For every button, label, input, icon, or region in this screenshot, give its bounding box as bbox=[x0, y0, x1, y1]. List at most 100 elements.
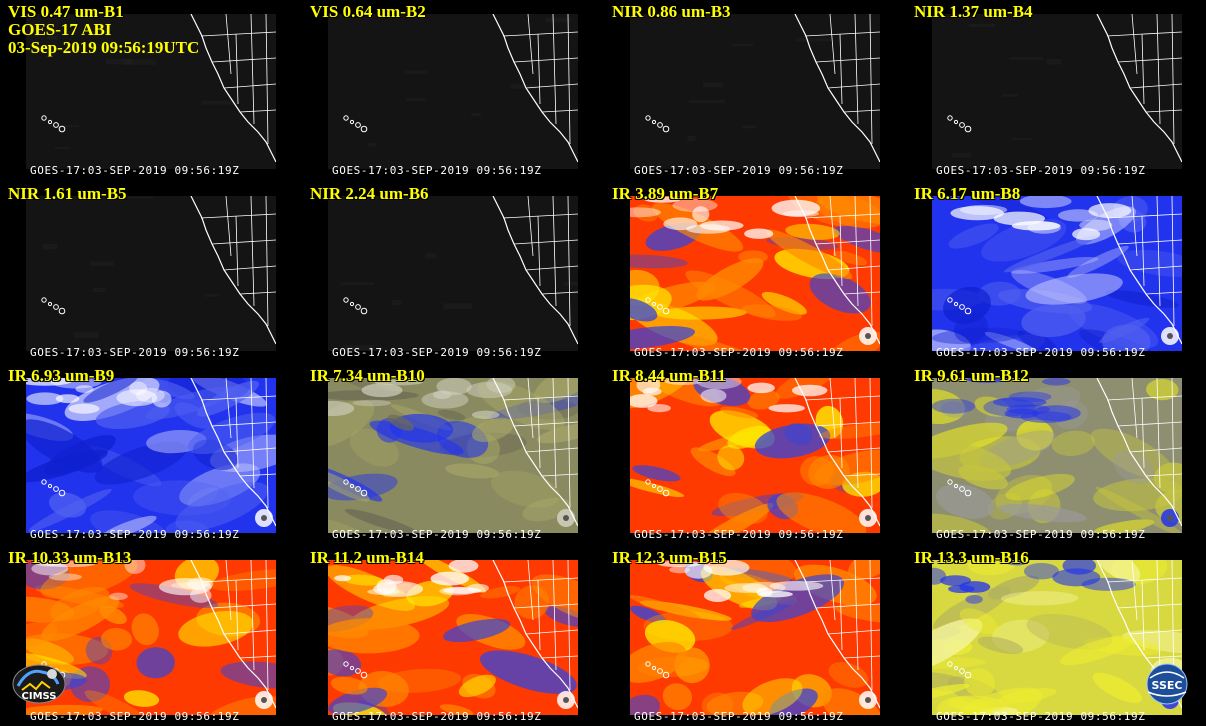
coastline bbox=[492, 378, 578, 527]
storm-eye bbox=[1167, 333, 1173, 339]
state-boundary bbox=[1117, 603, 1182, 609]
island-outline bbox=[355, 304, 361, 310]
cloud-feature bbox=[43, 560, 96, 568]
cloud-feature bbox=[769, 688, 818, 715]
panel-title: IR 6.93 um-B9 bbox=[8, 366, 115, 385]
panel-timestamp: GOES-17:03-SEP-2019 09:56:19Z bbox=[30, 710, 240, 723]
state-boundary bbox=[1145, 109, 1182, 113]
noise-feature bbox=[1047, 58, 1062, 65]
cloud-feature bbox=[954, 334, 1046, 351]
satellite-image bbox=[630, 378, 880, 533]
state-boundary bbox=[225, 560, 232, 621]
cloud-feature bbox=[151, 390, 172, 408]
satellite-label: GOES-17 ABI bbox=[8, 20, 112, 39]
panel-timestamp: GOES-17:03-SEP-2019 09:56:19Z bbox=[634, 528, 844, 541]
state-boundary bbox=[869, 378, 873, 509]
cloud-feature bbox=[1021, 304, 1086, 338]
cloud-feature bbox=[344, 509, 420, 533]
noise-feature bbox=[1011, 137, 1032, 141]
cloud-feature bbox=[724, 583, 768, 593]
cloud-feature bbox=[965, 594, 983, 604]
state-boundary bbox=[804, 31, 880, 37]
cloud-feature bbox=[361, 383, 403, 398]
state-boundary bbox=[1106, 31, 1182, 37]
island-outline bbox=[53, 486, 59, 492]
satellite-image bbox=[630, 560, 880, 715]
cloud-feature bbox=[376, 578, 397, 595]
state-boundary bbox=[854, 378, 859, 489]
cloud-feature bbox=[959, 608, 999, 635]
cloud-feature bbox=[1062, 560, 1097, 575]
state-boundary bbox=[1131, 378, 1138, 439]
cloud-feature bbox=[998, 503, 1087, 523]
coastline bbox=[1096, 196, 1182, 345]
cloud-feature bbox=[1023, 563, 1060, 580]
cloud-feature bbox=[630, 254, 688, 269]
island-outline bbox=[355, 122, 361, 128]
cloud-feature bbox=[1027, 221, 1061, 234]
satellite-image bbox=[328, 14, 578, 169]
cloud-feature bbox=[116, 389, 158, 407]
state-boundary bbox=[854, 196, 859, 307]
island-outline bbox=[343, 661, 349, 667]
island-outline bbox=[953, 483, 959, 489]
island-outline bbox=[360, 307, 368, 315]
cloud-feature bbox=[445, 463, 500, 479]
noise-feature bbox=[124, 59, 156, 65]
cloud-feature bbox=[718, 492, 768, 525]
cloud-feature bbox=[940, 401, 969, 418]
island-outline bbox=[651, 665, 657, 671]
island-outline bbox=[349, 119, 355, 125]
state-boundary bbox=[527, 560, 534, 621]
state-boundary bbox=[211, 421, 276, 427]
island-outline bbox=[41, 479, 47, 485]
state-boundary bbox=[235, 579, 239, 651]
panel-band-10: IR 7.34 um-B10 GOES-17:03-SEP-2019 09:56… bbox=[302, 364, 602, 544]
noise-feature bbox=[404, 70, 428, 74]
cloud-feature bbox=[782, 210, 820, 218]
cloud-feature bbox=[700, 388, 727, 403]
cloud-feature bbox=[998, 688, 1057, 704]
cloud-feature bbox=[692, 206, 710, 223]
cloud-feature bbox=[471, 410, 500, 419]
cloud-feature bbox=[775, 378, 838, 399]
cloud-feature bbox=[26, 638, 74, 664]
cloud-feature bbox=[684, 563, 713, 579]
cloud-feature bbox=[374, 379, 423, 386]
state-boundary bbox=[839, 579, 843, 651]
panel-band-8: IR 6.17 um-B8 GOES-17:03-SEP-2019 09:56:… bbox=[906, 182, 1206, 362]
cloud-feature bbox=[932, 683, 970, 701]
state-boundary bbox=[200, 395, 276, 401]
cloud-feature bbox=[328, 516, 369, 533]
state-boundary bbox=[843, 109, 880, 113]
cloud-feature bbox=[786, 196, 859, 227]
island-outline bbox=[953, 301, 959, 307]
state-boundary bbox=[1145, 473, 1182, 477]
panel-timestamp: GOES-17:03-SEP-2019 09:56:19Z bbox=[936, 164, 1146, 177]
cloud-feature bbox=[747, 382, 775, 394]
state-boundary bbox=[1117, 421, 1182, 427]
island-outline bbox=[47, 301, 53, 307]
cloud-feature bbox=[334, 575, 351, 582]
panel-band-2: VIS 0.64 um-B2 GOES-17:03-SEP-2019 09:56… bbox=[302, 0, 602, 180]
panel-band-12: IR 9.61 um-B12 GOES-17:03-SEP-2019 09:56… bbox=[906, 364, 1206, 544]
storm-eye bbox=[1167, 515, 1173, 521]
cloud-feature bbox=[26, 704, 104, 715]
state-boundary bbox=[1141, 33, 1145, 105]
state-boundary bbox=[235, 397, 239, 469]
noise-feature bbox=[688, 100, 725, 104]
coastline bbox=[794, 378, 880, 527]
cloud-feature bbox=[932, 513, 994, 533]
cloud-feature bbox=[1004, 560, 1030, 566]
state-boundary bbox=[567, 378, 571, 509]
cloud-feature bbox=[936, 484, 995, 519]
cloud-feature bbox=[633, 204, 659, 222]
cloud-feature bbox=[1000, 591, 1079, 606]
state-boundary bbox=[869, 560, 873, 691]
panel-timestamp: GOES-17:03-SEP-2019 09:56:19Z bbox=[936, 346, 1146, 359]
cloud-feature bbox=[706, 691, 764, 715]
cloud-feature bbox=[1088, 203, 1132, 219]
noise-feature bbox=[201, 100, 236, 105]
island-outline bbox=[651, 119, 657, 125]
island-outline bbox=[947, 479, 953, 485]
